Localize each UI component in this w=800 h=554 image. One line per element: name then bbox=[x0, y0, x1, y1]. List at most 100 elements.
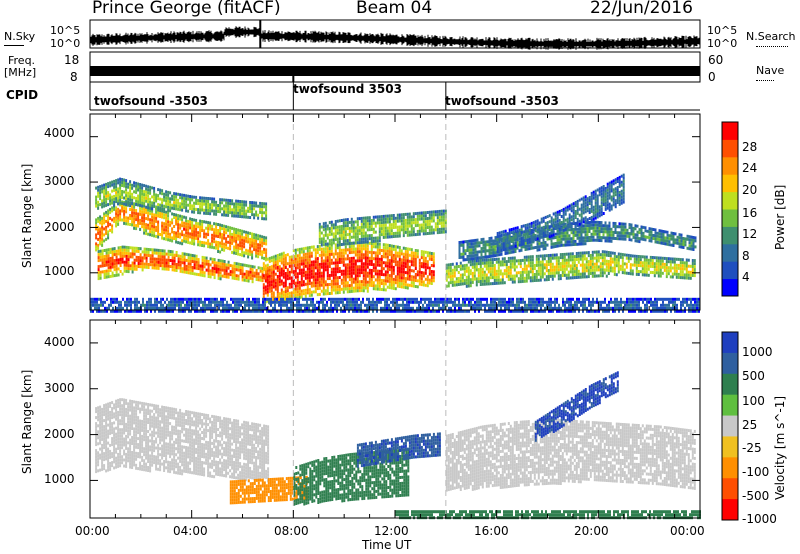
power-cell bbox=[239, 212, 242, 215]
power-cell bbox=[583, 251, 586, 255]
power-cell bbox=[227, 260, 230, 264]
power-cell bbox=[181, 239, 184, 243]
power-cell bbox=[264, 291, 267, 295]
power-cell bbox=[129, 217, 132, 220]
power-cell bbox=[131, 183, 134, 187]
power-cell bbox=[336, 270, 339, 274]
power-cell bbox=[665, 269, 668, 273]
power-cell bbox=[449, 275, 452, 279]
power-cell bbox=[137, 262, 140, 265]
power-cell bbox=[141, 189, 144, 193]
power-cell bbox=[489, 273, 492, 277]
power-cell bbox=[107, 230, 110, 234]
power-cell bbox=[587, 260, 590, 264]
power-cell bbox=[382, 273, 385, 277]
power-cell bbox=[388, 247, 391, 251]
power-cell bbox=[183, 221, 186, 225]
power-cell bbox=[392, 214, 395, 217]
power-cell bbox=[338, 270, 341, 273]
power-cell bbox=[498, 240, 501, 244]
power-cell bbox=[276, 296, 279, 299]
power-cell bbox=[386, 217, 389, 221]
power-cell bbox=[340, 251, 343, 255]
power-cell bbox=[179, 214, 182, 218]
power-cell bbox=[581, 251, 584, 255]
power-cell bbox=[324, 256, 327, 260]
power-cell bbox=[686, 234, 689, 238]
power-cell bbox=[262, 295, 265, 299]
power-cell bbox=[123, 218, 126, 222]
power-cell bbox=[121, 196, 124, 199]
power-cell bbox=[149, 191, 152, 195]
power-cell bbox=[332, 226, 335, 230]
power-cell bbox=[97, 225, 100, 229]
power-cell bbox=[422, 220, 425, 224]
power-cell bbox=[306, 273, 309, 277]
power-cell bbox=[538, 242, 541, 246]
nsky-label: N.Sky bbox=[4, 30, 36, 43]
power-cell bbox=[592, 226, 595, 230]
power-cell bbox=[259, 269, 262, 273]
power-cell bbox=[506, 235, 509, 239]
power-cell bbox=[453, 280, 456, 284]
power-cell bbox=[430, 219, 433, 223]
power-cell bbox=[569, 255, 572, 259]
power-cell bbox=[510, 247, 513, 251]
power-cell bbox=[223, 266, 226, 269]
power-cell bbox=[183, 199, 186, 203]
power-cell bbox=[550, 222, 553, 226]
power-cell bbox=[529, 279, 532, 283]
power-cell bbox=[253, 271, 256, 275]
power-cell bbox=[536, 234, 539, 238]
power-cell bbox=[264, 267, 267, 271]
power-cell bbox=[241, 203, 244, 207]
power-cell bbox=[596, 235, 599, 239]
power-cell bbox=[657, 262, 660, 266]
power-cell bbox=[400, 267, 403, 271]
power-cell bbox=[334, 276, 337, 280]
power-cell bbox=[608, 233, 611, 237]
power-cell bbox=[595, 274, 598, 278]
power-cell bbox=[175, 240, 178, 244]
power-cell bbox=[424, 271, 427, 275]
power-cell bbox=[241, 278, 244, 282]
power-cell bbox=[243, 215, 246, 219]
power-cell bbox=[221, 248, 224, 252]
power-cell bbox=[529, 258, 532, 262]
power-cell bbox=[211, 245, 214, 249]
power-cell bbox=[119, 180, 122, 184]
power-cell bbox=[360, 219, 363, 223]
power-cell bbox=[426, 223, 429, 226]
power-cell bbox=[362, 268, 365, 272]
power-cell bbox=[264, 264, 267, 268]
power-cell bbox=[249, 204, 252, 207]
power-cell bbox=[485, 279, 488, 283]
power-cell bbox=[251, 271, 254, 275]
power-cell bbox=[479, 265, 482, 268]
power-cell bbox=[217, 247, 220, 250]
power-cell bbox=[155, 199, 158, 203]
power-cell bbox=[378, 281, 381, 285]
power-cell bbox=[296, 254, 299, 258]
power-cell bbox=[109, 247, 112, 251]
power-cell bbox=[233, 214, 236, 218]
power-cell bbox=[458, 256, 461, 259]
power-cell bbox=[418, 217, 421, 221]
power-cell bbox=[495, 257, 498, 261]
power-cell bbox=[551, 253, 554, 257]
power-cell bbox=[674, 241, 677, 245]
power-cell bbox=[300, 280, 303, 284]
power-cell bbox=[689, 264, 692, 268]
power-cell bbox=[418, 229, 421, 233]
power-cell bbox=[155, 207, 158, 211]
power-cell bbox=[558, 221, 561, 225]
power-cell bbox=[601, 265, 604, 269]
power-cell bbox=[183, 267, 186, 271]
power-cell bbox=[566, 237, 569, 241]
power-cell bbox=[667, 269, 670, 273]
power-cell bbox=[488, 249, 491, 252]
power-cell bbox=[161, 227, 164, 231]
power-cell bbox=[127, 203, 130, 207]
power-cell bbox=[209, 272, 212, 276]
power-cell bbox=[376, 287, 379, 291]
